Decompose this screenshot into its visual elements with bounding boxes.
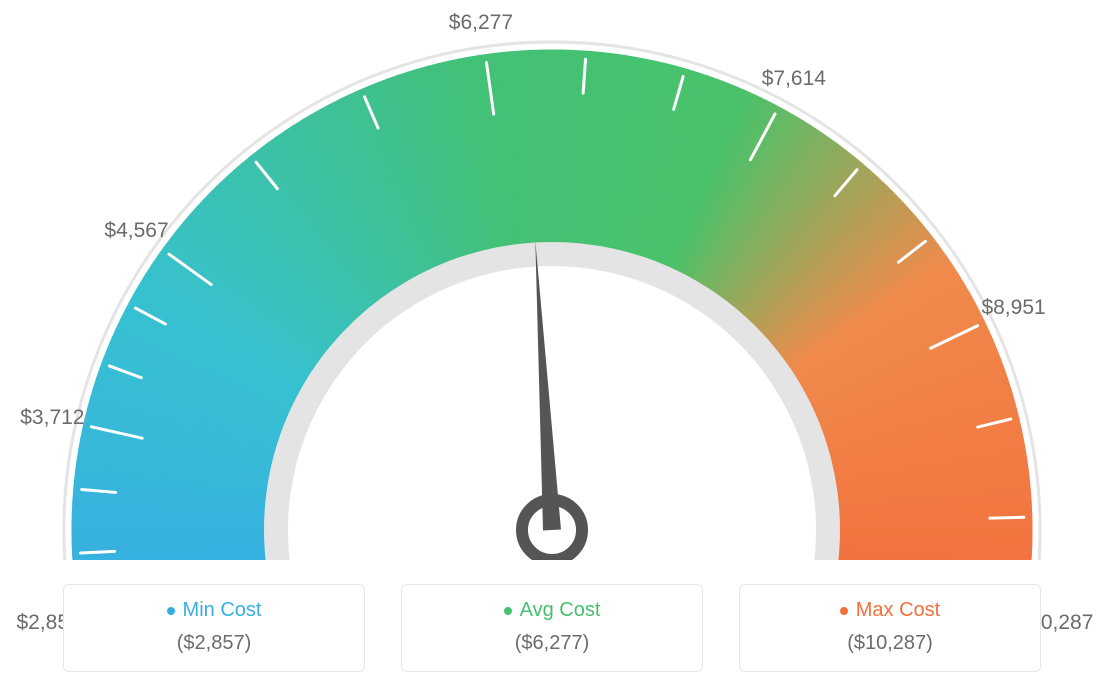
legend-label-min: Min Cost — [183, 599, 262, 622]
legend-card-avg: Avg Cost ($6,277) — [401, 584, 703, 672]
legend-label-avg: Avg Cost — [520, 599, 601, 622]
gauge-needle — [535, 240, 561, 530]
legend-dot-min — [167, 607, 175, 615]
legend-value-max: ($10,287) — [740, 632, 1040, 655]
legend-card-min: Min Cost ($2,857) — [63, 584, 365, 672]
legend-card-max: Max Cost ($10,287) — [739, 584, 1041, 672]
scale-label-3: $6,277 — [449, 11, 513, 35]
legend-title-min: Min Cost — [167, 599, 262, 622]
legend-label-max: Max Cost — [856, 599, 940, 622]
legend-title-max: Max Cost — [840, 599, 940, 622]
legend-dot-max — [840, 607, 848, 615]
cost-gauge: $2,857$3,712$4,567$6,277$7,614$8,951$10,… — [0, 0, 1104, 560]
scale-label-5: $8,951 — [981, 296, 1045, 320]
gauge-svg — [0, 0, 1104, 560]
legend-value-avg: ($6,277) — [402, 632, 702, 655]
legend-title-avg: Avg Cost — [504, 599, 601, 622]
legend-row: Min Cost ($2,857) Avg Cost ($6,277) Max … — [0, 584, 1104, 672]
legend-dot-avg — [504, 607, 512, 615]
scale-label-2: $4,567 — [104, 219, 168, 243]
legend-value-min: ($2,857) — [64, 632, 364, 655]
scale-label-1: $3,712 — [20, 406, 84, 430]
scale-label-4: $7,614 — [762, 67, 826, 91]
